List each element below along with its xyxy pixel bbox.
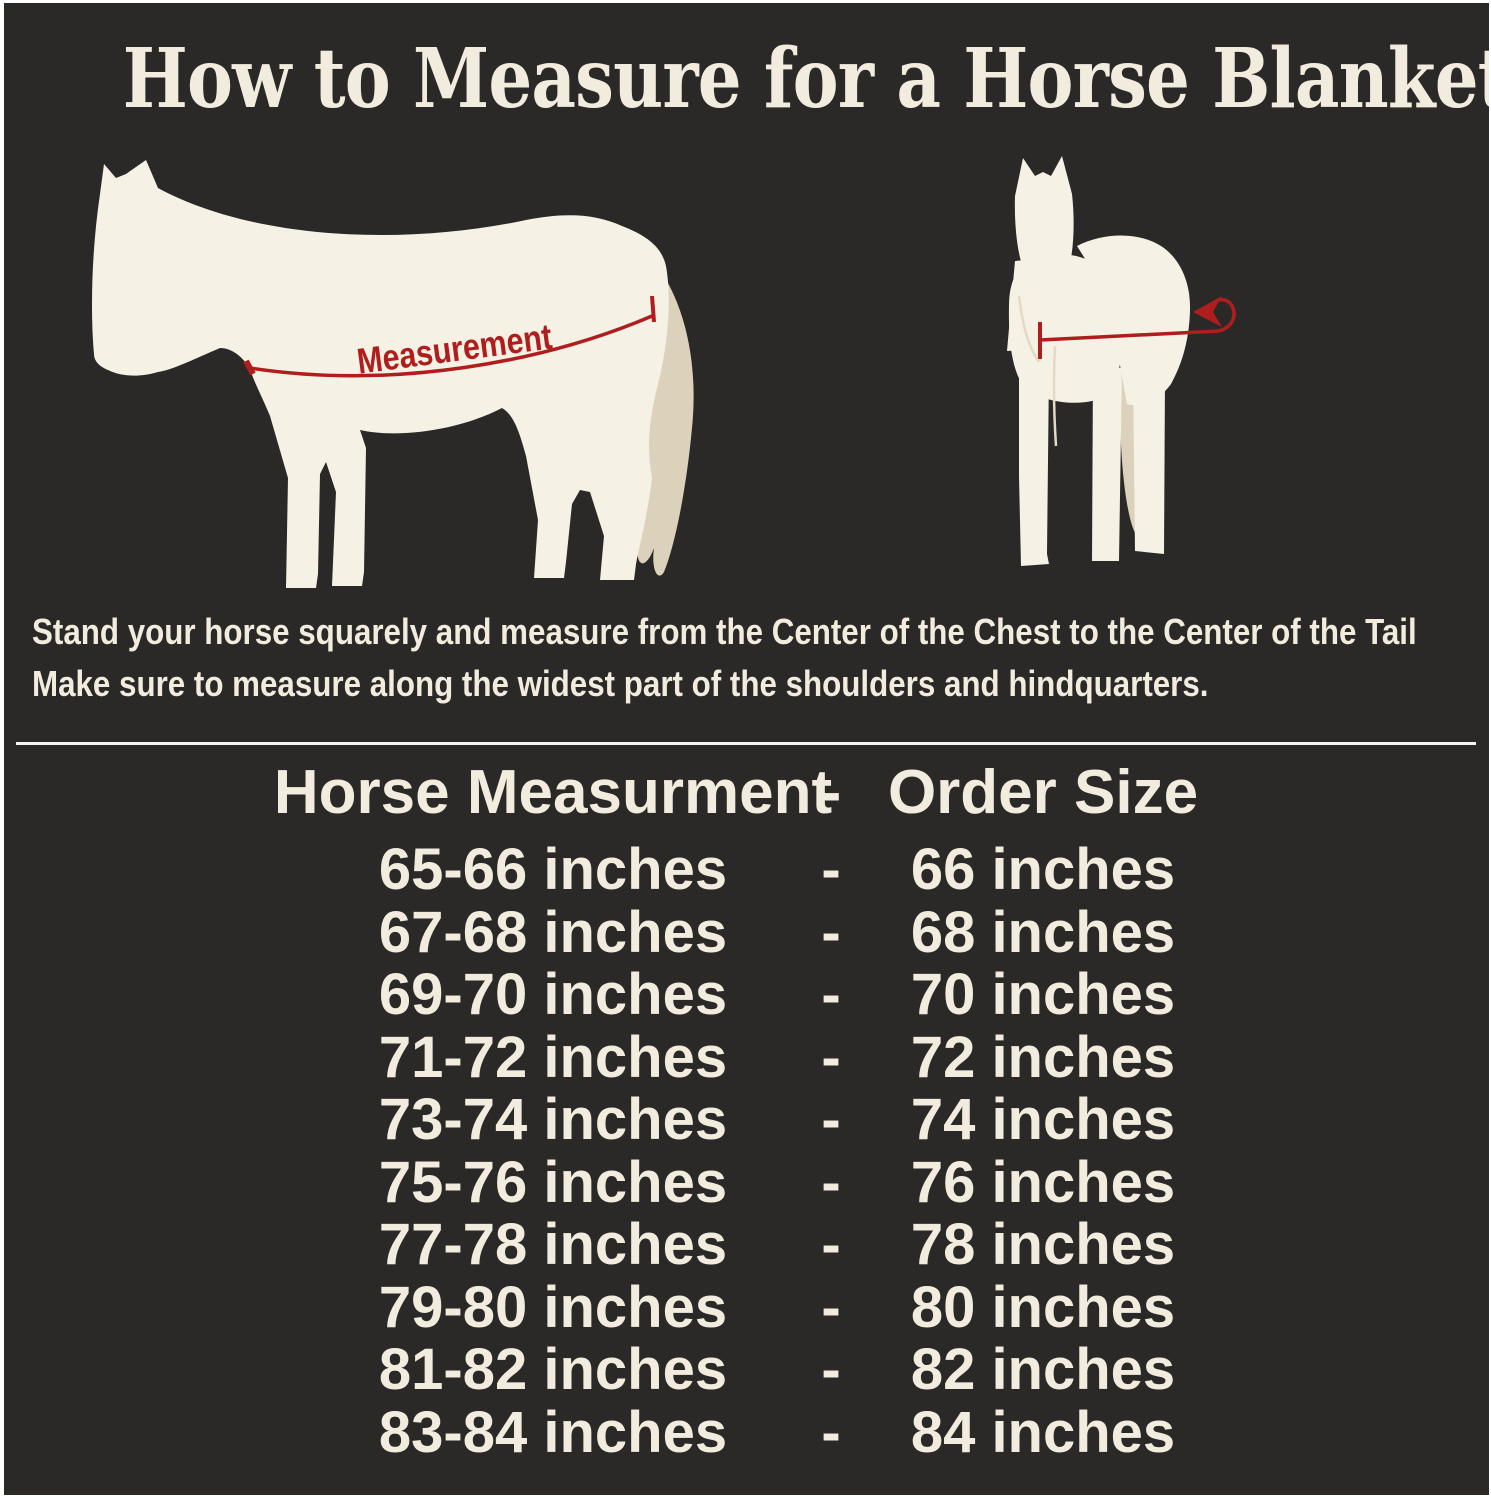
side-view-horse-figure: Measurement [92,160,694,588]
separator-dash: - [821,837,841,902]
table-row: 81-82 inches - 82 inches [4,1337,1489,1402]
front-horse-hind-leg [1133,372,1165,554]
header-separator-dash: - [820,758,842,827]
table-row: 79-80 inches - 80 inches [4,1274,1489,1340]
measurement-arc-tick [650,295,656,323]
separator-dash: - [821,1274,841,1340]
horse-measurement-value: 77-78 inches [378,1212,728,1277]
separator-dash: - [821,899,841,965]
size-table: Horse Measurment - Order Size 65-66 inch… [4,753,1489,1464]
front-horse-left-leg [1019,368,1049,566]
order-size-value: 74 inches [910,1087,1176,1152]
table-row: 67-68 inches - 68 inches [4,899,1489,965]
instructions-line-2: Make sure to measure along the widest pa… [32,663,1209,704]
front-horse-contour-lines [1017,295,1058,447]
header-order-size: Order Size [887,758,1199,827]
table-row: 71-72 inches - 72 inches [4,1024,1489,1090]
table-row: 75-76 inches - 76 inches [4,1149,1489,1215]
header-horse-measurement: Horse Measurment [273,758,833,827]
front-horse-hindquarters [1077,235,1191,406]
separator-dash: - [821,1087,841,1152]
front-view-horse-figure [1007,156,1236,566]
table-row: 77-78 inches - 78 inches [4,1212,1489,1277]
size-table-header: Horse Measurment - Order Size [4,753,1489,839]
separator-dash: - [821,1149,841,1215]
front-measurement-arrowhead [1193,296,1222,327]
table-row: 65-66 inches - 66 inches [4,837,1489,902]
front-horse-chest [1008,253,1122,403]
horse-measurement-value: 69-70 inches [378,962,728,1027]
horse-measurement-value: 83-84 inches [378,1399,728,1465]
horse-measurement-value: 79-80 inches [378,1274,728,1340]
order-size-value: 78 inches [910,1212,1176,1277]
table-row: 83-84 inches - 84 inches [4,1399,1489,1465]
separator-dash: - [821,962,841,1027]
order-size-value: 84 inches [910,1399,1176,1465]
order-size-value: 68 inches [910,899,1176,965]
instructions-line-1: Stand your horse squarely and measure fr… [32,611,1417,652]
front-measurement-line [1039,329,1220,342]
order-size-value: 66 inches [910,837,1176,902]
order-size-value: 80 inches [910,1274,1176,1340]
instructions-text: Stand your horse squarely and measure fr… [32,606,1489,710]
order-size-value: 82 inches [910,1337,1176,1402]
table-row: 73-74 inches - 74 inches [4,1087,1489,1152]
page-title: How to Measure for a Horse Blanket [122,31,1489,127]
separator-dash: - [821,1399,841,1465]
order-size-value: 72 inches [910,1024,1176,1090]
horse-measurement-value: 73-74 inches [378,1087,728,1152]
separator-dash: - [821,1024,841,1090]
measurement-arc [249,314,653,378]
horse-measurement-value: 67-68 inches [378,899,728,965]
separator-dash: - [821,1337,841,1402]
order-size-value: 70 inches [910,962,1176,1027]
horse-measurement-value: 71-72 inches [378,1024,728,1090]
divider-line [16,742,1476,745]
separator-dash: - [821,1212,841,1277]
order-size-value: 76 inches [910,1149,1176,1215]
horse-measurement-value: 81-82 inches [378,1337,728,1402]
table-row: 69-70 inches - 70 inches [4,962,1489,1027]
front-measurement-curl [1213,297,1236,333]
horse-measurement-value: 75-76 inches [378,1149,728,1215]
measurement-arc-start [243,359,256,376]
front-horse-right-leg [1092,368,1122,561]
horse-measurement-value: 65-66 inches [378,837,728,902]
dark-panel: How to Measure for a Horse Blanket Measu… [4,3,1489,1495]
